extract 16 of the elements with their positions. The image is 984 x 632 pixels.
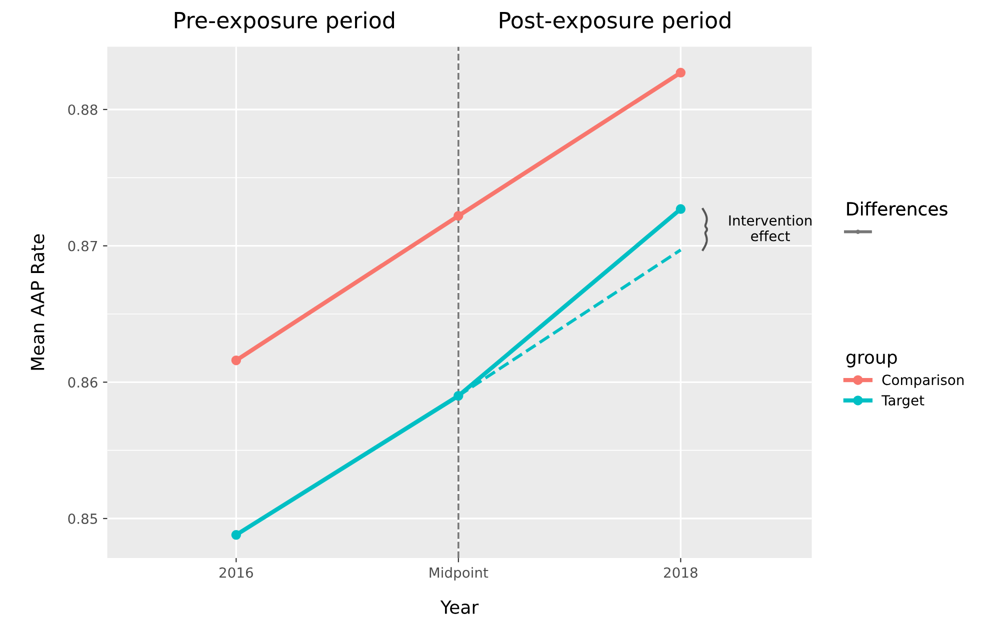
legend-title: group [846,354,897,368]
x-tick-label: 2016 [220,567,253,578]
legend-label: Comparison [882,374,964,388]
y-tick-label: 0.87 [68,240,98,252]
text: Post-exposure period [500,11,730,33]
text: Pre-exposure period [174,11,394,33]
text: Differences [847,202,948,216]
y-tick-label: 0.85 [68,513,98,524]
x-tick-label: Midpoint [430,567,488,581]
x-tick-label: 2018 [664,567,698,578]
x-axis-title: Year [440,600,479,614]
legend-label: Target [882,395,924,408]
y-axis-title: Mean AAP Rate [30,234,44,370]
y-tick-label: 0.86 [68,377,98,388]
y-tick-label: 0.88 [68,104,98,115]
annotation: Intervention effect [729,214,812,242]
